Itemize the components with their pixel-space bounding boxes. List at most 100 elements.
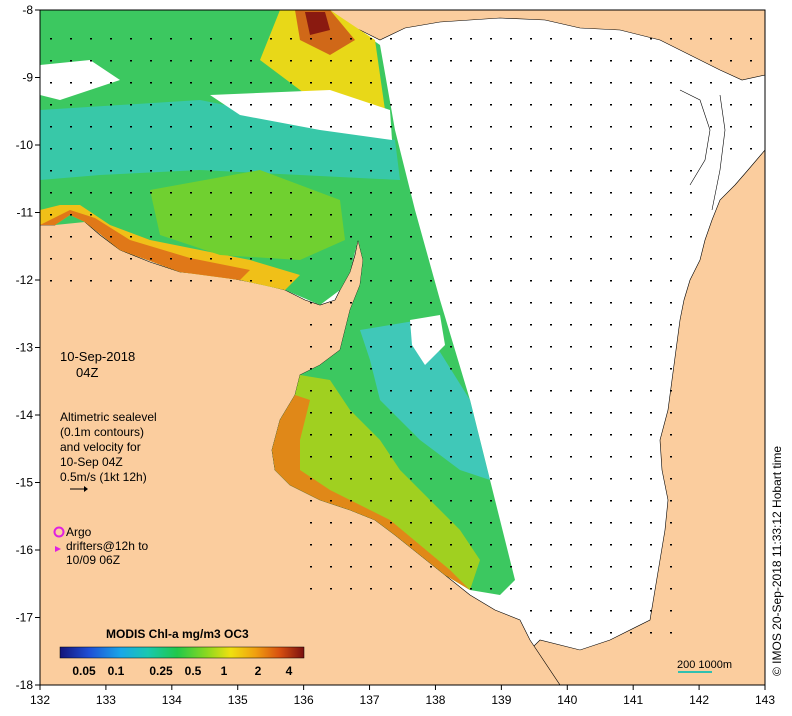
velocity-dot	[750, 82, 752, 84]
velocity-dot	[670, 500, 672, 502]
velocity-dot	[570, 60, 572, 62]
velocity-dot	[270, 38, 272, 40]
velocity-dot	[630, 390, 632, 392]
velocity-dot	[370, 214, 372, 216]
altimetry-line-1: Altimetric sealevel	[60, 410, 157, 424]
velocity-dot	[370, 324, 372, 326]
velocity-dot	[390, 522, 392, 524]
velocity-dot	[70, 82, 72, 84]
velocity-dot	[650, 478, 652, 480]
date-label: 10-Sep-2018	[60, 349, 136, 364]
depth-scale-label: 200 1000m	[677, 659, 733, 671]
velocity-dot	[110, 82, 112, 84]
velocity-dot	[130, 148, 132, 150]
velocity-dot	[170, 126, 172, 128]
velocity-dot	[430, 478, 432, 480]
velocity-dot	[510, 192, 512, 194]
velocity-dot	[350, 324, 352, 326]
velocity-dot	[630, 236, 632, 238]
velocity-dot	[350, 302, 352, 304]
velocity-dot	[550, 170, 552, 172]
velocity-dot	[590, 500, 592, 502]
velocity-dot	[630, 60, 632, 62]
velocity-dot	[410, 104, 412, 106]
velocity-dot	[670, 280, 672, 282]
velocity-dot	[650, 258, 652, 260]
velocity-dot	[430, 126, 432, 128]
velocity-dot	[350, 412, 352, 414]
velocity-dot	[530, 258, 532, 260]
velocity-dot	[350, 500, 352, 502]
velocity-dot	[450, 434, 452, 436]
velocity-dot	[630, 302, 632, 304]
velocity-dot	[550, 346, 552, 348]
velocity-dot	[70, 60, 72, 62]
velocity-dot	[370, 522, 372, 524]
velocity-dot	[430, 192, 432, 194]
velocity-dot	[290, 148, 292, 150]
velocity-dot	[70, 214, 72, 216]
velocity-dot	[510, 544, 512, 546]
colorbar	[59, 646, 305, 659]
velocity-dot	[570, 302, 572, 304]
velocity-dot	[670, 478, 672, 480]
velocity-dot	[430, 148, 432, 150]
velocity-dot	[690, 236, 692, 238]
velocity-dot	[330, 478, 332, 480]
velocity-dot	[690, 192, 692, 194]
velocity-dot	[610, 588, 612, 590]
lat-tick-label: -11	[17, 206, 34, 220]
velocity-dot	[470, 434, 472, 436]
velocity-dot	[670, 456, 672, 458]
lat-tick-label: -14	[16, 408, 34, 422]
velocity-dot	[330, 104, 332, 106]
velocity-dot	[270, 236, 272, 238]
velocity-dot	[290, 104, 292, 106]
velocity-dot	[310, 412, 312, 414]
velocity-dot	[310, 478, 312, 480]
velocity-dot	[150, 38, 152, 40]
velocity-dot	[330, 170, 332, 172]
velocity-dot	[570, 38, 572, 40]
velocity-dot	[750, 126, 752, 128]
velocity-dot	[50, 82, 52, 84]
velocity-dot	[210, 280, 212, 282]
velocity-dot	[110, 60, 112, 62]
velocity-dot	[550, 236, 552, 238]
colorbar-tick-label: 0.25	[149, 664, 173, 678]
velocity-dot	[430, 236, 432, 238]
velocity-dot	[370, 434, 372, 436]
velocity-dot	[350, 390, 352, 392]
velocity-dot	[570, 104, 572, 106]
velocity-dot	[250, 38, 252, 40]
velocity-dot	[430, 104, 432, 106]
velocity-dot	[370, 566, 372, 568]
velocity-dot	[510, 478, 512, 480]
velocity-dot	[650, 38, 652, 40]
velocity-dot	[290, 60, 292, 62]
velocity-dot	[450, 324, 452, 326]
velocity-dot	[650, 544, 652, 546]
velocity-dot	[690, 214, 692, 216]
velocity-dot	[610, 566, 612, 568]
velocity-dot	[630, 478, 632, 480]
velocity-dot	[370, 82, 372, 84]
velocity-dot	[610, 368, 612, 370]
velocity-dot	[510, 280, 512, 282]
velocity-dot	[190, 38, 192, 40]
velocity-dot	[450, 346, 452, 348]
velocity-dot	[390, 588, 392, 590]
velocity-dot	[310, 236, 312, 238]
velocity-dot	[550, 38, 552, 40]
velocity-dot	[570, 148, 572, 150]
lon-tick-label: 133	[96, 693, 116, 707]
velocity-dot	[130, 280, 132, 282]
velocity-dot	[570, 566, 572, 568]
velocity-dot	[650, 302, 652, 304]
velocity-dot	[610, 544, 612, 546]
velocity-dot	[170, 38, 172, 40]
velocity-dot	[390, 566, 392, 568]
velocity-dot	[250, 258, 252, 260]
velocity-dot	[290, 214, 292, 216]
velocity-dot	[430, 346, 432, 348]
